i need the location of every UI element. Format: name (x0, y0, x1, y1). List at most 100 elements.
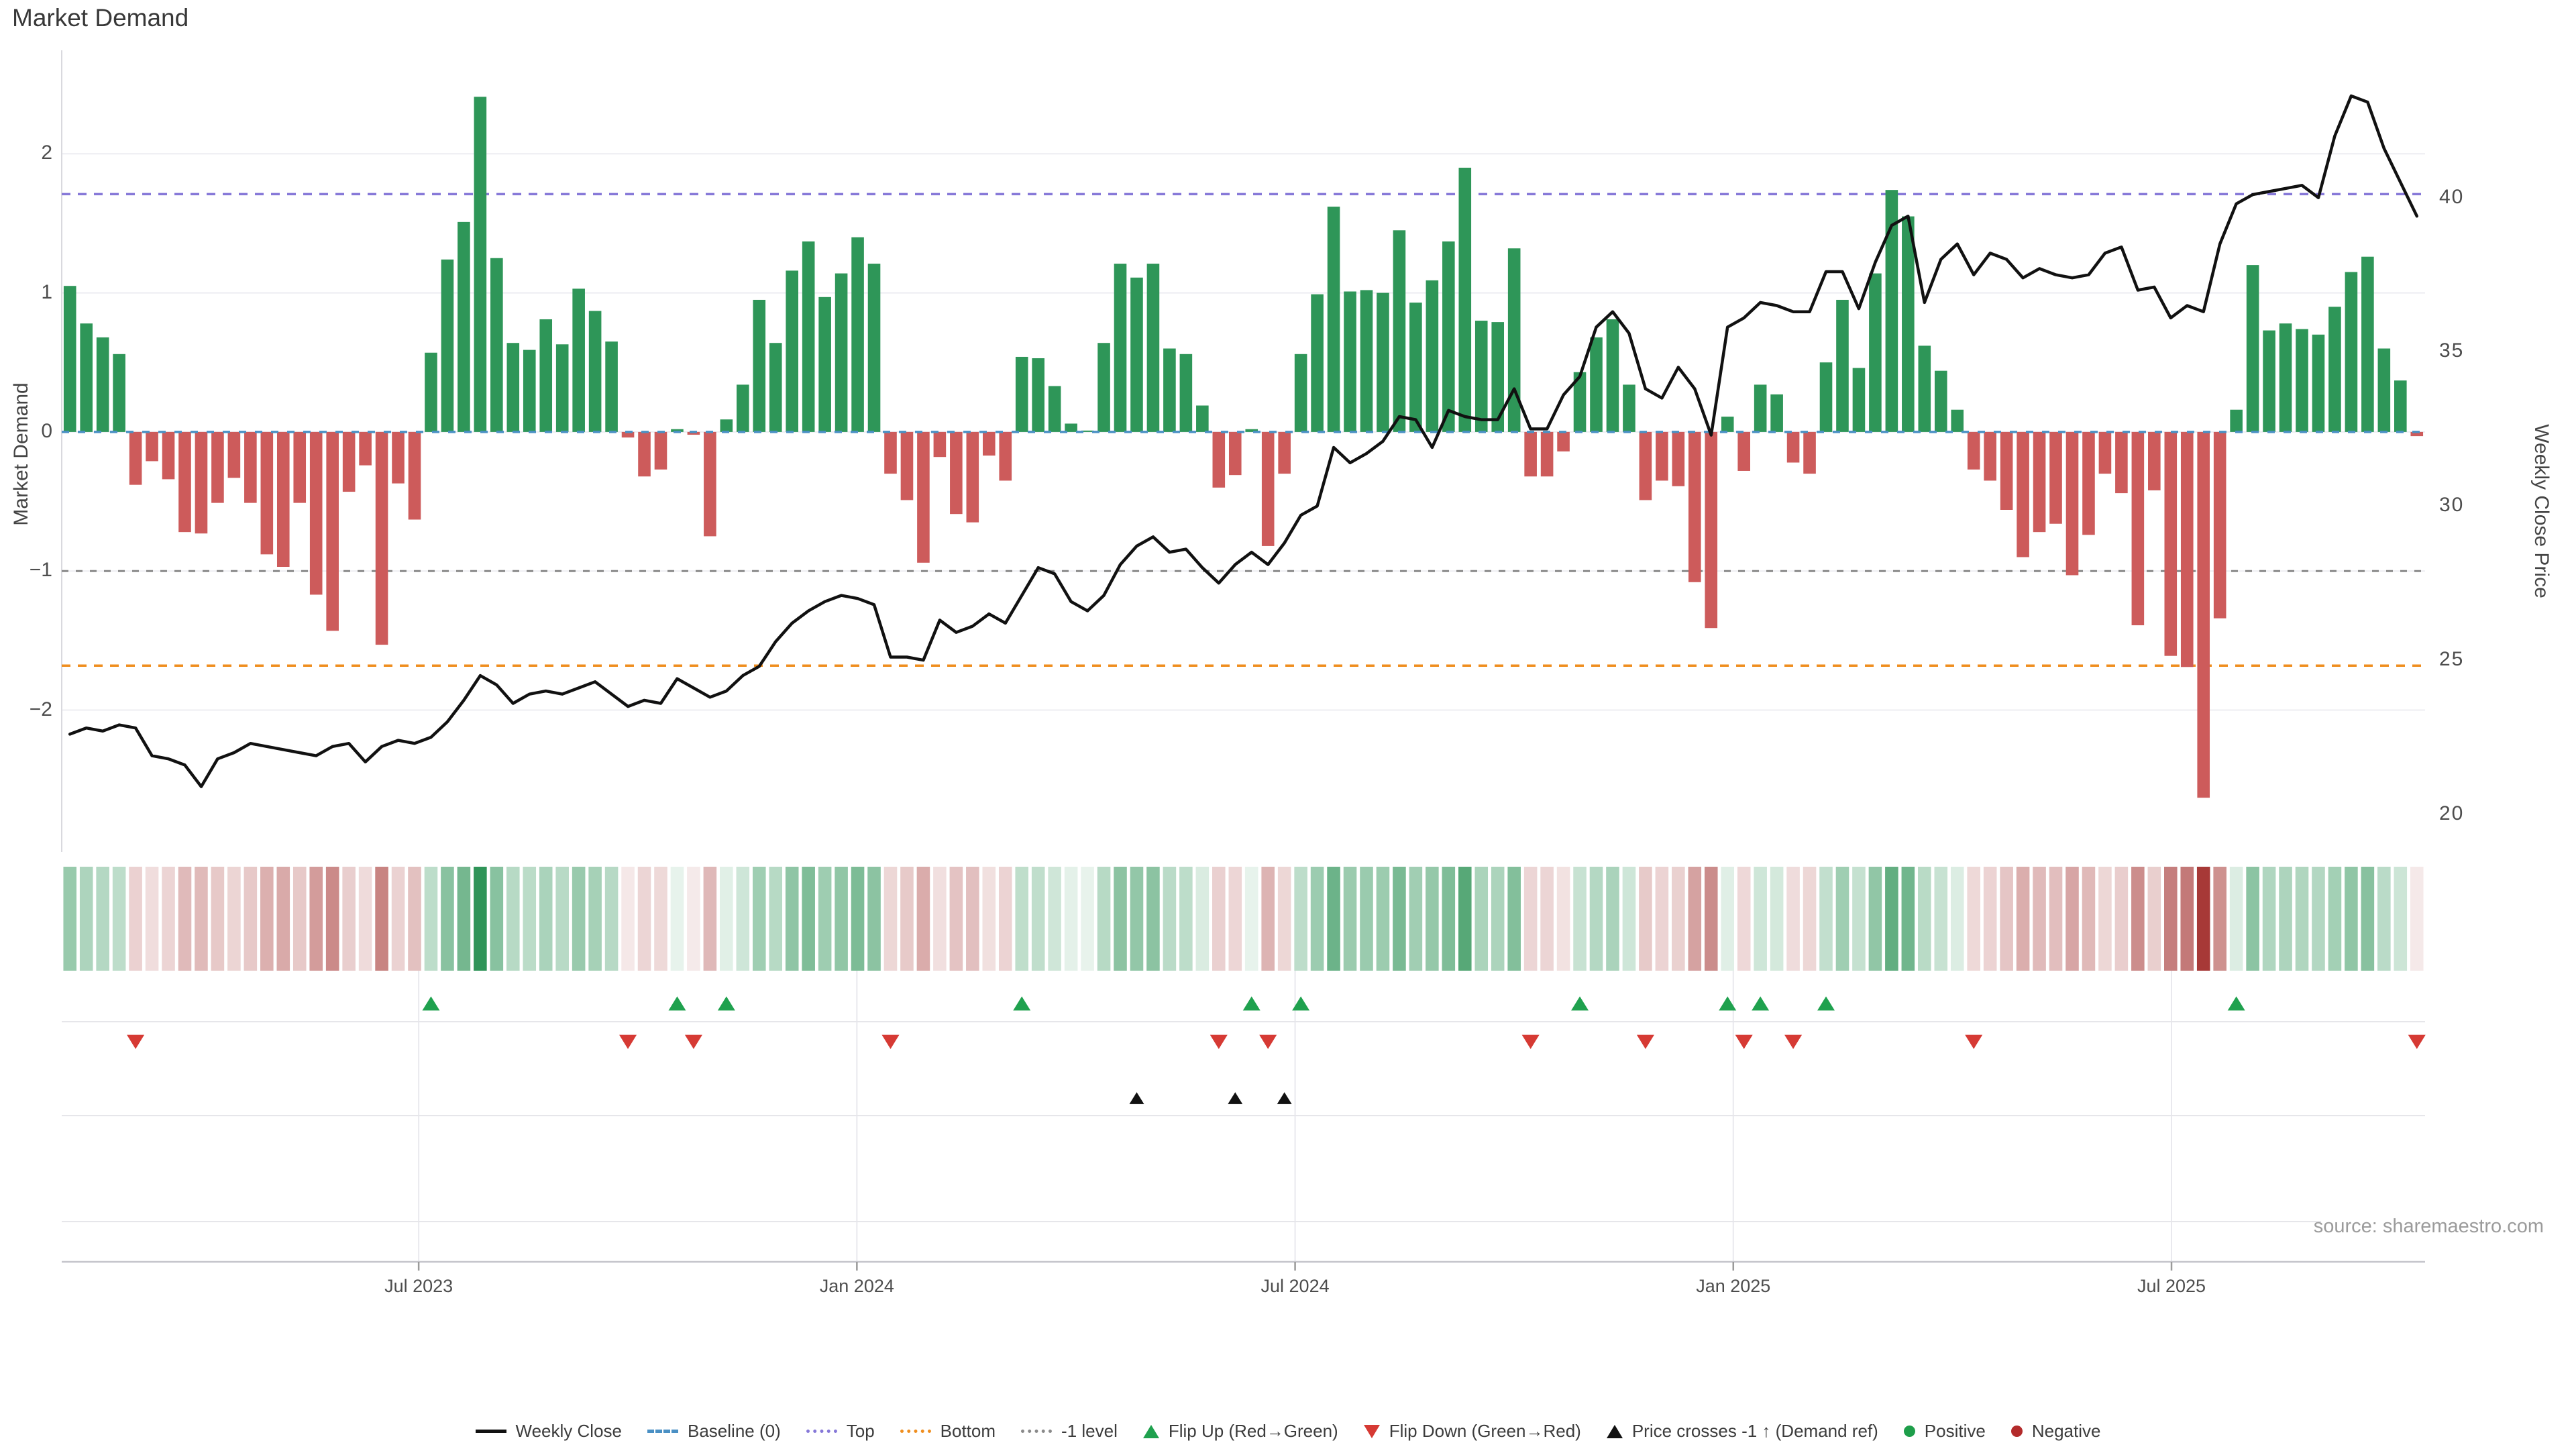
legend-item[interactable]: Bottom (900, 1421, 996, 1442)
legend-item[interactable]: Weekly Close (475, 1421, 622, 1442)
legend-item[interactable]: Flip Down (Green→Red) (1363, 1421, 1581, 1442)
heatmap-cell (1310, 867, 1324, 971)
heatmap-cell (227, 867, 241, 971)
demand-bar (1918, 345, 1931, 432)
demand-bar (2180, 431, 2194, 667)
price-cross-marker (1129, 1092, 1144, 1104)
heatmap-cell (539, 867, 553, 971)
heatmap-cell (195, 867, 208, 971)
demand-bar (1786, 431, 1800, 463)
legend-item[interactable]: -1 level (1021, 1421, 1118, 1442)
heatmap-cell (2394, 867, 2408, 971)
heatmap-cell (2328, 867, 2342, 971)
demand-bar (1606, 319, 1619, 432)
flip-down-marker (1636, 1034, 1654, 1049)
demand-bar (1048, 386, 1061, 432)
demand-bar (917, 431, 930, 563)
heatmap-cell (703, 867, 717, 971)
flip-down-marker (1521, 1034, 1540, 1049)
heatmap-cell (1934, 867, 1948, 971)
demand-bar (2296, 329, 2308, 432)
heatmap-cell (1195, 867, 1210, 971)
demand-bar (2000, 431, 2013, 510)
legend-item[interactable]: Price crosses -1 ↑ (Demand ref) (1606, 1421, 1878, 1442)
x-tick-label: Jul 2023 (384, 1276, 453, 1296)
heatmap-cell (1655, 867, 1669, 971)
demand-bar (113, 354, 125, 432)
heatmap-cell (654, 867, 667, 971)
legend-item[interactable]: Baseline (0) (647, 1421, 781, 1442)
demand-tick-label: 0 (41, 419, 52, 442)
demand-bar (1327, 207, 1340, 432)
demand-bar (2263, 330, 2275, 432)
demand-bar (129, 431, 142, 485)
heatmap-cell (1737, 867, 1751, 971)
heatmap-cell (1130, 867, 1144, 971)
demand-bar (588, 311, 602, 432)
heatmap-cell (1146, 867, 1160, 971)
legend-item[interactable]: Positive (1903, 1421, 1986, 1442)
heatmap-cell (424, 867, 438, 971)
heatmap-cell (785, 867, 799, 971)
demand-bar (933, 431, 947, 458)
demand-bar (769, 343, 782, 432)
heatmap-cell (441, 867, 454, 971)
demand-tick-label: 2 (41, 142, 52, 164)
heatmap-cell (1458, 867, 1472, 971)
demand-bar (1491, 322, 1505, 432)
legend-item[interactable]: Flip Up (Red→Green) (1142, 1421, 1338, 1442)
heatmap-cell (129, 867, 142, 971)
heatmap-cell (1294, 867, 1307, 971)
flip-up-marker (1719, 996, 1737, 1011)
demand-bar (506, 343, 520, 432)
demand-bar (1573, 372, 1587, 432)
heatmap-cell (79, 867, 93, 971)
demand-bar (1836, 299, 1849, 432)
demand-bar (555, 344, 569, 432)
demand-bar (539, 319, 553, 432)
demand-bar (227, 431, 241, 478)
demand-bar (867, 264, 881, 432)
heatmap-cell (916, 867, 930, 971)
legend-item[interactable]: Negative (2010, 1421, 2101, 1442)
legend-label: Negative (2031, 1421, 2101, 1441)
heatmap-cell (2164, 867, 2178, 971)
demand-bar (1951, 409, 1964, 432)
price-line (68, 94, 2419, 788)
legend-circle-icon (1903, 1426, 1915, 1437)
demand-bar (1852, 368, 1866, 432)
heatmap-cell (555, 867, 569, 971)
heatmap-cell (1540, 867, 1554, 971)
legend-item[interactable]: Top (806, 1421, 875, 1442)
demand-bar (1869, 273, 1882, 432)
demand-bar (2312, 334, 2325, 432)
demand-bar (2098, 431, 2112, 474)
heatmap-cell (2000, 867, 2013, 971)
heatmap-cell (1491, 867, 1505, 971)
demand-bar (244, 431, 257, 503)
demand-bar (1065, 423, 1077, 432)
demand-bar (474, 97, 487, 432)
heatmap-cell (1376, 867, 1390, 971)
heatmap-cell (1212, 867, 1226, 971)
demand-bar (900, 431, 914, 500)
legend-line-icon (475, 1430, 506, 1433)
demand-bar (2148, 431, 2161, 490)
demand-bar (1770, 394, 1783, 432)
heatmap-cell (1327, 867, 1340, 971)
demand-bar (621, 431, 635, 438)
heatmap-cell (1573, 867, 1587, 971)
price-tick-label: 40 (2439, 185, 2465, 208)
heatmap-cell (1507, 867, 1521, 971)
demand-bar (1474, 321, 1488, 432)
flip-down-marker (1784, 1034, 1803, 1049)
legend-dotted-icon (900, 1430, 931, 1433)
price-tick-label: 25 (2439, 648, 2465, 671)
heatmap-cell (769, 867, 783, 971)
heatmap-cell (1228, 867, 1242, 971)
demand-bar (654, 431, 667, 470)
heatmap-cell (1064, 867, 1078, 971)
heatmap-cell (1556, 867, 1570, 971)
heatmap-cell (358, 867, 372, 971)
demand-bar (1705, 431, 1718, 629)
